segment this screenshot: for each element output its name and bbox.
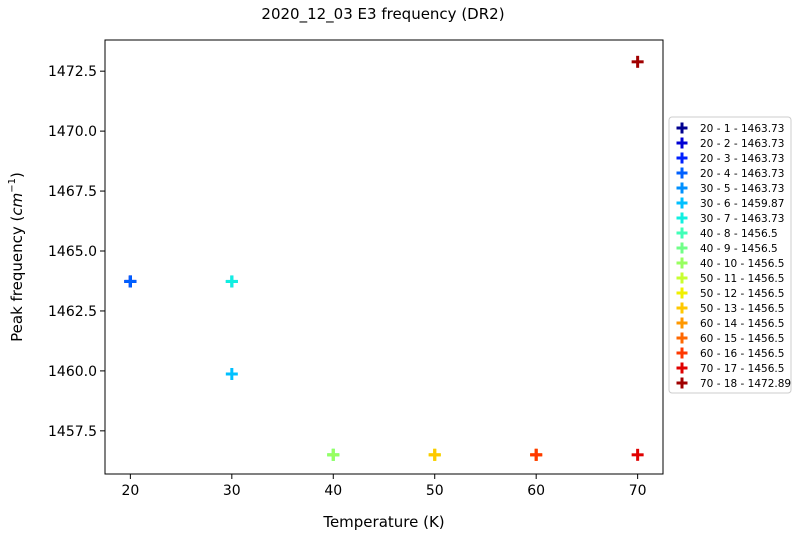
data-point [428, 448, 441, 461]
x-axis-title: Temperature (K) [322, 513, 444, 531]
y-axis-title-exponent: −1 [7, 178, 18, 193]
legend-item: 70 - 18 - 1472.89 [676, 377, 791, 390]
legend-label: 50 - 11 - 1456.5 [700, 273, 784, 285]
legend-item: 60 - 16 - 1456.5 [676, 347, 784, 360]
legend-item: 30 - 6 - 1459.87 [676, 197, 784, 210]
legend-label: 20 - 4 - 1463.73 [700, 168, 784, 180]
x-axis: 20 30 40 50 60 70 [121, 474, 647, 499]
legend-item: 20 - 1 - 1463.73 [676, 122, 784, 135]
data-point [124, 275, 137, 288]
legend-item: 50 - 11 - 1456.5 [676, 272, 784, 285]
legend-label: 50 - 12 - 1456.5 [700, 288, 784, 300]
legend-item: 70 - 17 - 1456.5 [676, 362, 784, 375]
legend-label: 30 - 5 - 1463.73 [700, 183, 784, 195]
y-tick-label: 1472.5 [48, 64, 97, 80]
legend-item: 40 - 10 - 1456.5 [676, 257, 784, 270]
y-axis-title-unit: cm [8, 193, 26, 216]
data-point [225, 275, 238, 288]
legend-label: 40 - 9 - 1456.5 [700, 243, 778, 255]
legend-item: 40 - 8 - 1456.5 [676, 227, 778, 240]
legend-item: 20 - 2 - 1463.73 [676, 137, 784, 150]
legend-marker [676, 152, 688, 164]
legend-marker [676, 242, 688, 254]
legend-label: 60 - 16 - 1456.5 [700, 348, 784, 360]
chart-title: 2020_12_03 E3 frequency (DR2) [261, 5, 504, 24]
y-axis-title-close: ) [8, 172, 26, 178]
legend-marker [676, 317, 688, 329]
legend-label: 60 - 15 - 1456.5 [700, 333, 784, 345]
legend-marker [676, 227, 688, 239]
y-axis-title: Peak frequency (cm−1) [7, 172, 26, 342]
data-point [225, 368, 238, 381]
legend-marker [676, 362, 688, 374]
legend-item: 20 - 3 - 1463.73 [676, 152, 784, 165]
y-tick-label: 1467.5 [48, 184, 97, 200]
y-tick-label: 1457.5 [48, 424, 97, 440]
plot-area [104, 39, 664, 475]
legend-label: 70 - 18 - 1472.89 [700, 378, 791, 390]
data-markers [124, 55, 644, 461]
legend-item: 20 - 4 - 1463.73 [676, 167, 784, 180]
legend-label: 20 - 1 - 1463.73 [700, 123, 784, 135]
y-tick-label: 1470.0 [48, 124, 97, 140]
y-axis: 1457.5 1460.0 1462.5 1465.0 1467.5 1470.0 1472… [48, 64, 105, 440]
legend-marker [676, 272, 688, 284]
legend-label: 30 - 6 - 1459.87 [700, 198, 784, 210]
legend-marker [676, 332, 688, 344]
legend-box [668, 116, 792, 394]
y-axis-title-main: Peak frequency ( [8, 216, 26, 342]
legend-item: 40 - 9 - 1456.5 [676, 242, 778, 255]
legend-label: 20 - 2 - 1463.73 [700, 138, 784, 150]
legend-marker [676, 137, 688, 149]
legend-marker [676, 257, 688, 269]
x-tick-label: 30 [223, 483, 241, 499]
legend-label: 50 - 13 - 1456.5 [700, 303, 784, 315]
legend-item: 50 - 13 - 1456.5 [676, 302, 784, 315]
legend-item: 30 - 5 - 1463.73 [676, 182, 784, 195]
x-tick-label: 40 [324, 483, 342, 499]
x-tick-label: 50 [426, 483, 444, 499]
legend-item: 60 - 14 - 1456.5 [676, 317, 784, 330]
legend-item: 30 - 7 - 1463.73 [676, 212, 784, 225]
legend-marker [676, 197, 688, 209]
legend-item: 60 - 15 - 1456.5 [676, 332, 784, 345]
data-point [327, 448, 340, 461]
legend-label: 70 - 17 - 1456.5 [700, 363, 784, 375]
legend-marker [676, 167, 688, 179]
legend-label: 40 - 8 - 1456.5 [700, 228, 778, 240]
legend-marker [676, 302, 688, 314]
legend-marker [676, 182, 688, 194]
x-tick-label: 60 [527, 483, 545, 499]
data-point [530, 448, 543, 461]
y-tick-label: 1462.5 [48, 304, 97, 320]
y-tick-label: 1465.0 [48, 244, 97, 260]
y-tick-label: 1460.0 [48, 364, 97, 380]
legend: 20 - 1 - 1463.73 20 - 2 - 1463.73 20 - 3 -… [668, 116, 792, 394]
legend-marker [676, 347, 688, 359]
legend-marker [676, 287, 688, 299]
x-tick-label: 20 [121, 483, 139, 499]
legend-label: 20 - 3 - 1463.73 [700, 153, 784, 165]
data-point [631, 448, 644, 461]
x-tick-label: 70 [629, 483, 647, 499]
legend-item: 50 - 12 - 1456.5 [676, 287, 784, 300]
legend-marker [676, 377, 688, 389]
legend-label: 40 - 10 - 1456.5 [700, 258, 784, 270]
legend-label: 60 - 14 - 1456.5 [700, 318, 784, 330]
legend-marker [676, 212, 688, 224]
data-point [631, 55, 644, 68]
legend-label: 30 - 7 - 1463.73 [700, 213, 784, 225]
legend-marker [676, 122, 688, 134]
